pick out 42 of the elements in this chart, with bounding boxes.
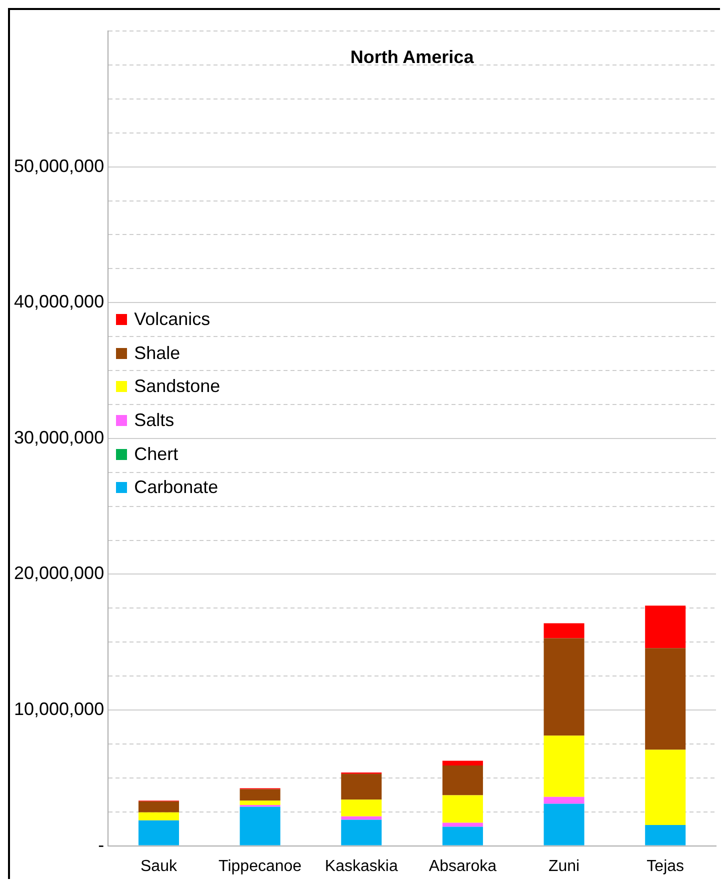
bar (341, 820, 382, 846)
bar (645, 750, 686, 826)
bar (544, 736, 584, 797)
legend-label: Volcanics (134, 309, 210, 330)
y-tick-label: 50,000,000 (14, 156, 104, 176)
x-tick-label: Tejas (646, 858, 684, 875)
bar (341, 774, 382, 800)
y-tick-label: 30,000,000 (14, 427, 104, 448)
bar (544, 796, 584, 804)
bar (442, 766, 483, 796)
bar (645, 606, 686, 648)
x-tick-label: Kaskaskia (324, 858, 398, 875)
y-tick-label: 20,000,000 (14, 563, 104, 584)
bar (544, 623, 584, 638)
bar (645, 648, 686, 750)
x-tick-label: Tippecanoe (218, 858, 302, 875)
text: North America (349, 47, 475, 68)
bar (645, 825, 686, 846)
bar (442, 795, 483, 823)
x-tick-label: Sauk (140, 858, 178, 875)
legend-label: Sandstone (134, 376, 220, 398)
bar (138, 801, 180, 812)
x-tick-label: Zuni (548, 858, 580, 875)
bar (138, 820, 180, 846)
bar (442, 822, 483, 827)
y-tick-label: 10,000,000 (14, 698, 104, 719)
bar (138, 812, 180, 820)
bar (341, 800, 382, 816)
legend-label: Chert (134, 444, 178, 465)
bar (442, 826, 483, 846)
y-tick-label: - (98, 834, 104, 855)
x-tick-label: Absaroka (428, 858, 497, 875)
bar (240, 800, 280, 806)
bar (544, 638, 584, 736)
bar (442, 760, 483, 766)
legend-label: Salts (134, 410, 174, 432)
y-tick-label: 40,000,000 (14, 292, 104, 312)
legend-label: Carbonate (134, 477, 218, 498)
bar (240, 789, 280, 801)
bar (544, 804, 584, 846)
bar (240, 806, 280, 846)
legend-label: Shale (134, 342, 180, 364)
